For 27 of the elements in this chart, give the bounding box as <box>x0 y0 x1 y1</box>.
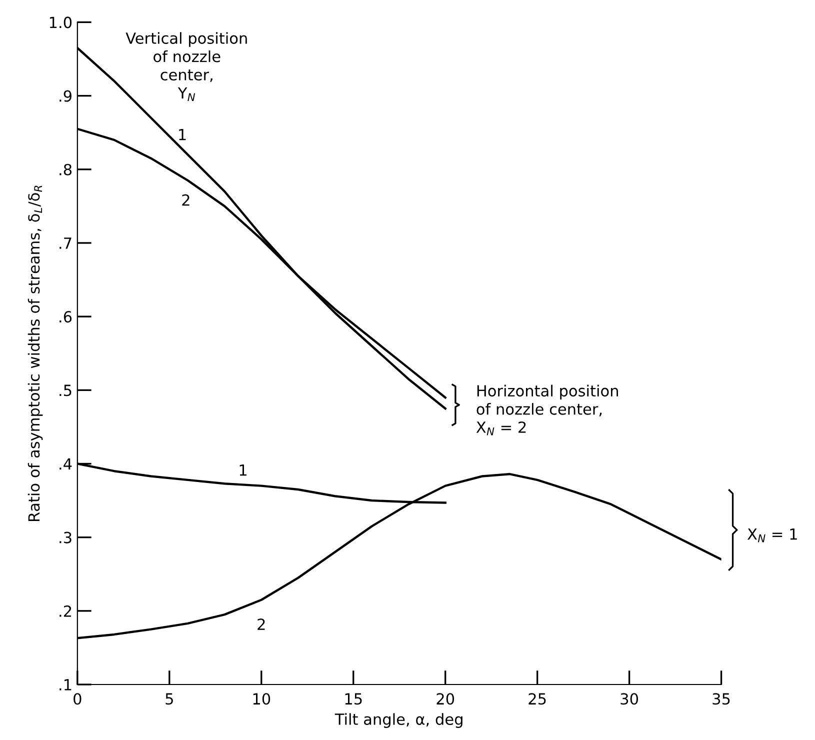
series-label: 2 <box>182 194 190 206</box>
y-tick-label: .9 <box>60 90 72 102</box>
x-tick-label: 10 <box>253 693 270 705</box>
y-tick-label: 1.0 <box>50 16 72 28</box>
series-label: 1 <box>179 128 186 140</box>
y-tick-label: .7 <box>60 238 72 249</box>
text: X$_{N}$ = 1 <box>747 528 797 542</box>
series-label: 1 <box>240 464 246 476</box>
y-axis-title: Ratio of asymptotic widths of streams, δ$_{L}$/δ$_{R}$ <box>28 186 43 521</box>
x-tick-label: 5 <box>166 693 173 705</box>
x-axis-title: Tilt angle, α, deg <box>334 713 462 728</box>
x-tick-label: 0 <box>74 693 82 705</box>
annotation: Horizontal position of nozzle center, X$_{N}$ = 2 <box>476 384 618 436</box>
y-tick-label: .1 <box>60 679 72 690</box>
x-tick-label: 20 <box>436 693 454 705</box>
y-tick-label: .3 <box>60 532 72 544</box>
annotation: Vertical position of nozzle center, Y$_{N}$ <box>126 32 247 102</box>
y-tick-label: .2 <box>60 605 72 617</box>
y-tick-label: .4 <box>60 458 72 470</box>
y-tick-label: .8 <box>60 164 72 176</box>
x-tick-label: 15 <box>345 693 362 705</box>
x-tick-label: 30 <box>620 693 638 705</box>
series-label: 2 <box>258 618 265 630</box>
y-tick-label: .5 <box>60 384 72 396</box>
x-tick-label: 35 <box>712 693 730 705</box>
x-tick-label: 25 <box>528 693 546 705</box>
y-tick-label: .6 <box>60 311 72 323</box>
